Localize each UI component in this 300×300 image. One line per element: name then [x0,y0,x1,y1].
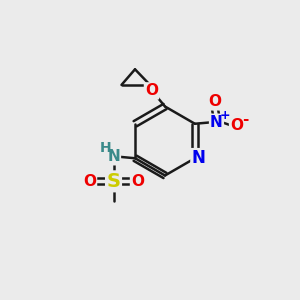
Text: O: O [145,83,158,98]
Text: N: N [210,115,223,130]
Text: N: N [191,149,206,167]
Text: +: + [220,109,230,122]
Text: H: H [99,141,111,155]
Text: S: S [106,172,121,191]
Text: O: O [131,174,144,189]
Text: O: O [83,174,96,189]
Text: -: - [242,112,249,127]
Text: O: O [230,118,243,133]
Text: O: O [208,94,221,110]
Text: N: N [107,149,120,164]
